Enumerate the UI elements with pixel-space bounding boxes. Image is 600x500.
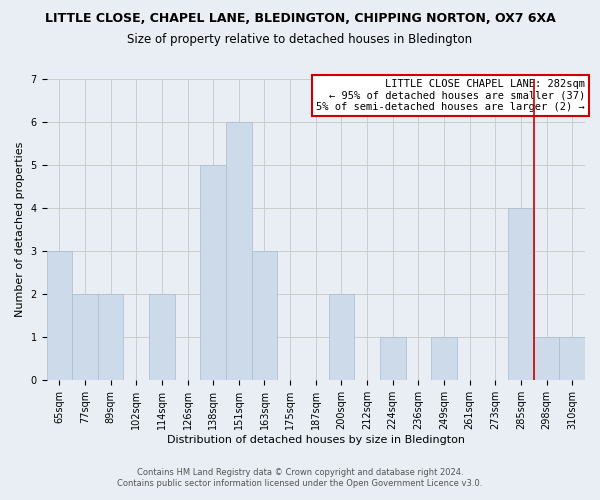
Text: Size of property relative to detached houses in Bledington: Size of property relative to detached ho… [127, 32, 473, 46]
Bar [251, 251, 277, 380]
Bar [559, 338, 585, 380]
Bar [149, 294, 175, 380]
X-axis label: Distribution of detached houses by size in Bledington: Distribution of detached houses by size … [167, 435, 465, 445]
Bar [431, 338, 457, 380]
Bar [329, 294, 354, 380]
Bar [47, 251, 72, 380]
Bar [72, 294, 98, 380]
Y-axis label: Number of detached properties: Number of detached properties [15, 142, 25, 318]
Bar [226, 122, 251, 380]
Bar [534, 338, 559, 380]
Text: Contains HM Land Registry data © Crown copyright and database right 2024.
Contai: Contains HM Land Registry data © Crown c… [118, 468, 482, 487]
Bar [380, 338, 406, 380]
Text: LITTLE CLOSE, CHAPEL LANE, BLEDINGTON, CHIPPING NORTON, OX7 6XA: LITTLE CLOSE, CHAPEL LANE, BLEDINGTON, C… [44, 12, 556, 26]
Text: LITTLE CLOSE CHAPEL LANE: 282sqm
← 95% of detached houses are smaller (37)
5% of: LITTLE CLOSE CHAPEL LANE: 282sqm ← 95% o… [316, 79, 585, 112]
Bar [200, 165, 226, 380]
Bar [508, 208, 534, 380]
Bar [98, 294, 124, 380]
